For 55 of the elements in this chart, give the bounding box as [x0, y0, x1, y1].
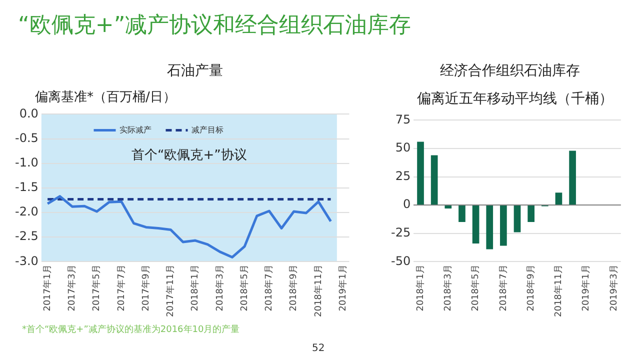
x-tick-label: 2018年7月	[264, 264, 275, 312]
bar	[472, 205, 480, 244]
x-tick-label: 2018年11月	[553, 264, 564, 318]
chart-subtitle: 经济合作组织石油库存	[439, 62, 581, 80]
band-label: 首个“欧佩克+”协议	[131, 148, 247, 163]
bar	[458, 205, 466, 222]
bar	[486, 205, 494, 250]
y-tick-label: -50	[390, 254, 411, 268]
x-tick-label: 2018年11月	[312, 264, 324, 318]
x-tick-label: 2018年5月	[470, 264, 482, 312]
y-tick-label: -1.5	[14, 180, 38, 194]
y-axis-title: 偏离基准*（百万桶/日）	[35, 89, 176, 106]
text: *首个“欧佩克+”减产协议的基准为2016年10月的产量	[22, 324, 240, 336]
bar	[528, 205, 534, 222]
x-tick-label: 2017年9月	[140, 264, 152, 312]
y-tick-label: -2.5	[14, 229, 38, 244]
y-tick-label: 0	[402, 197, 411, 212]
bar	[444, 205, 452, 208]
x-tick-label: 2018年9月	[288, 264, 300, 312]
x-tick-label: 2018年3月	[214, 264, 226, 312]
x-tick-label: 2018年1月	[190, 264, 201, 312]
y-tick-label: -3.0	[14, 254, 38, 268]
x-tick-label: 2017年11月	[165, 264, 176, 318]
bar	[500, 205, 507, 246]
chart-title: “欧佩克+”减产协议和经合组织石油库存	[18, 12, 412, 40]
y-tick-label: 75	[395, 112, 411, 126]
bar	[569, 150, 576, 205]
bar	[514, 205, 521, 232]
x-tick-label: 2018年7月	[498, 264, 509, 312]
x-tick-label: 2019年3月	[608, 264, 620, 312]
y-tick-label: -1.0	[14, 155, 38, 170]
bar	[555, 192, 562, 205]
x-tick-label: 2019年1月	[580, 264, 592, 312]
x-tick-label: 2017年1月	[42, 264, 53, 312]
chart-subtitle: 石油产量	[166, 62, 224, 80]
y-tick-label: -2.0	[14, 204, 38, 219]
bar	[430, 155, 438, 205]
x-tick-label: 2018年9月	[525, 264, 536, 312]
x-tick-label: 2019年1月	[337, 264, 348, 312]
x-tick-label: 2018年3月	[442, 264, 454, 312]
y-tick-label: -0.5	[14, 130, 38, 145]
x-tick-label: 2017年3月	[66, 264, 78, 312]
text: 52	[312, 343, 325, 354]
x-tick-label: 2018年5月	[238, 264, 250, 312]
y-tick-label: 0.0	[19, 106, 38, 120]
x-tick-label: 2017年7月	[116, 264, 127, 312]
y-tick-label: 25	[395, 168, 411, 183]
legend-label: 减产目标	[192, 125, 224, 134]
y-axis-title: 偏离近五年移动平均线（千桶）	[416, 90, 614, 108]
legend-label: 实际减产	[120, 125, 152, 134]
x-tick-label: 2018年1月	[414, 264, 426, 312]
y-tick-label: 50	[395, 140, 411, 155]
bar	[417, 142, 424, 205]
y-tick-label: -25	[390, 225, 411, 240]
x-tick-label: 2017年5月	[91, 264, 102, 312]
